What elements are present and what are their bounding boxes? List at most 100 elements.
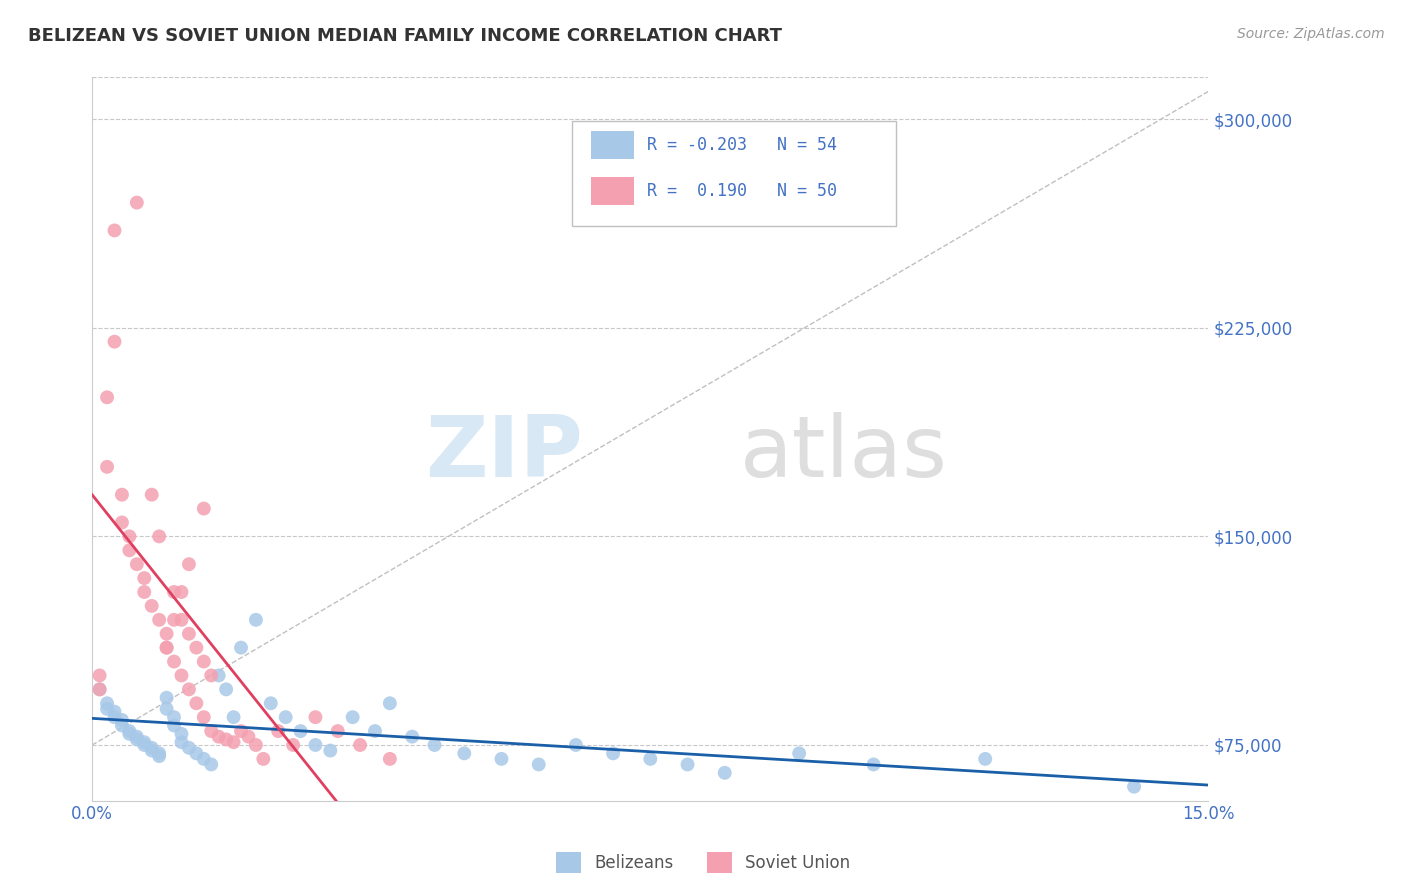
Point [245,738,267,752]
Point [134,585,156,599]
Point [155,702,177,716]
Legend: Belizeans, Soviet Union: Belizeans, Soviet Union [550,846,856,880]
Point [134,738,156,752]
Text: R =  0.190   N = 50: R = 0.190 N = 50 [647,182,837,200]
Point [378,752,401,766]
Point [193,655,215,669]
Point [229,724,252,739]
Point [96,696,118,710]
Point [103,710,125,724]
Point [193,501,215,516]
Point [148,749,170,764]
Point [200,757,222,772]
Point [200,668,222,682]
Point [103,334,125,349]
Point [125,195,148,210]
Point [111,516,134,530]
Text: Source: ZipAtlas.com: Source: ZipAtlas.com [1237,27,1385,41]
Point [208,668,231,682]
Point [89,682,111,697]
Point [155,626,177,640]
Point [281,738,304,752]
Point [155,690,177,705]
Point [326,724,349,739]
Point [103,705,125,719]
Point [453,747,475,761]
Point [229,640,252,655]
Point [342,710,364,724]
Point [238,730,260,744]
Point [304,738,326,752]
Point [170,585,193,599]
Point [163,718,186,732]
Text: atlas: atlas [740,412,948,495]
Point [319,743,342,757]
Point [96,702,118,716]
Point [177,740,200,755]
Point [148,529,170,543]
Bar [591,178,634,204]
Point [290,724,312,739]
Point [193,752,215,766]
Point [222,710,245,724]
Point [170,668,193,682]
Point [222,735,245,749]
Point [565,738,588,752]
Point [118,727,141,741]
Point [141,599,163,613]
Point [125,732,148,747]
Text: BELIZEAN VS SOVIET UNION MEDIAN FAMILY INCOME CORRELATION CHART: BELIZEAN VS SOVIET UNION MEDIAN FAMILY I… [28,27,782,45]
Point [163,655,186,669]
Point [193,710,215,724]
Point [111,488,134,502]
Point [103,223,125,237]
Point [111,718,134,732]
Point [364,724,387,739]
Point [378,696,401,710]
Point [96,459,118,474]
Point [713,765,735,780]
Point [118,529,141,543]
Point [141,488,163,502]
Point [118,724,141,739]
FancyBboxPatch shape [572,120,896,226]
Point [423,738,446,752]
Point [134,735,156,749]
Point [186,640,208,655]
Point [640,752,662,766]
Point [125,558,148,572]
Point [170,727,193,741]
Point [186,747,208,761]
Point [163,613,186,627]
Point [96,390,118,404]
Point [260,696,283,710]
Point [141,743,163,757]
Point [163,585,186,599]
Point [245,613,267,627]
Point [1123,780,1146,794]
Point [602,747,624,761]
Point [89,682,111,697]
Point [148,747,170,761]
Point [163,710,186,724]
Point [155,640,177,655]
Bar [591,131,634,159]
Point [134,571,156,585]
Point [141,740,163,755]
Point [304,710,326,724]
Point [401,730,423,744]
Point [177,558,200,572]
Point [491,752,513,766]
Point [527,757,550,772]
Point [252,752,274,766]
Point [974,752,997,766]
Point [186,696,208,710]
Point [208,730,231,744]
Point [89,668,111,682]
Point [177,626,200,640]
Point [862,757,884,772]
Point [118,543,141,558]
Point [155,640,177,655]
Point [215,682,238,697]
Text: R = -0.203   N = 54: R = -0.203 N = 54 [647,136,837,154]
